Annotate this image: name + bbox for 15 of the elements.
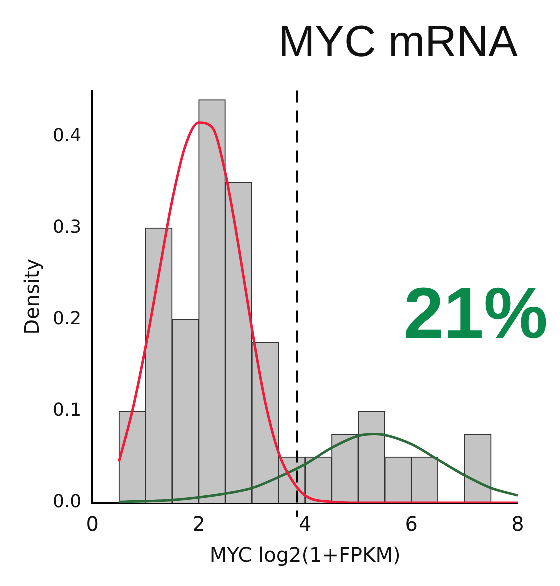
y-tick-label: 0.4: [52, 125, 82, 146]
line-series: [118, 433, 518, 503]
x-axis-title: MYC log2(1+FPKM): [210, 543, 401, 568]
y-axis-title: Density: [20, 258, 44, 335]
x-tick-label: 2: [192, 512, 206, 536]
x-tick-label: 0: [86, 512, 99, 536]
y-tick-label: 0.0: [52, 492, 82, 513]
annotation: 21%: [404, 274, 548, 354]
x-tick-label: 4: [298, 512, 312, 536]
y-tick-label: 0.3: [52, 216, 82, 238]
chart-title: MYC mRNA: [278, 18, 519, 67]
x-tick-label: 6: [405, 512, 418, 536]
y-tick-label: 0.2: [52, 308, 82, 330]
x-tick-label: 8: [512, 512, 524, 536]
y-tick-label: 0.1: [52, 400, 82, 422]
